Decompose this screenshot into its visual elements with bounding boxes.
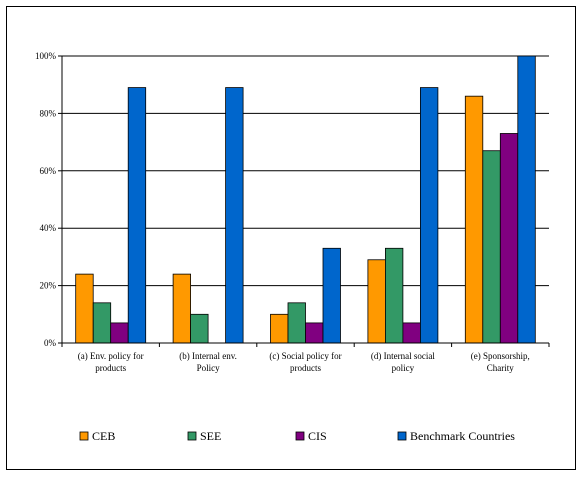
bar-cis — [499, 133, 519, 344]
legend-swatch — [397, 431, 407, 441]
bar-see — [482, 150, 501, 344]
bar-ceb — [172, 273, 192, 344]
x-category-label: (c) Social policy for — [269, 351, 341, 361]
y-tick-label: 0% — [44, 338, 57, 348]
x-category-label: Charity — [487, 363, 514, 373]
legend-label: SEE — [200, 429, 221, 443]
bar-cis — [402, 322, 421, 344]
bar-benchmark-countries — [517, 55, 536, 344]
y-tick-label: 20% — [40, 281, 57, 291]
x-category-label: (b) Internal env. — [179, 351, 237, 361]
bar-cis — [305, 322, 324, 344]
legend-label: Benchmark Countries — [410, 429, 515, 443]
bar-see — [287, 302, 306, 344]
bar-see — [190, 313, 209, 344]
x-category-label: products — [290, 363, 321, 373]
y-tick-label: 60% — [40, 166, 57, 176]
y-tick-label: 80% — [40, 108, 57, 118]
bar-ceb — [270, 313, 289, 344]
bar-ceb — [367, 259, 386, 344]
x-category-label: policy — [392, 363, 415, 373]
x-category-label: Policy — [197, 363, 221, 373]
x-category-label: (d) Internal social — [371, 351, 435, 361]
x-category-label: (e) Sponsorship, — [471, 351, 530, 361]
bar-benchmark-countries — [419, 87, 439, 344]
legend-swatch — [79, 431, 89, 441]
bar-benchmark-countries — [322, 247, 341, 344]
legend-label: CEB — [92, 429, 115, 443]
y-tick-label: 40% — [40, 223, 57, 233]
bar-see — [384, 247, 404, 344]
x-category-label: (a) Env. policy for — [78, 351, 144, 361]
legend-swatch — [187, 431, 197, 441]
bar-benchmark-countries — [127, 87, 147, 344]
bar-ceb — [464, 95, 484, 344]
bar-benchmark-countries — [225, 87, 244, 344]
legend-swatch — [295, 431, 305, 441]
legend-label: CIS — [308, 429, 327, 443]
x-category-label: products — [95, 363, 126, 373]
bar-ceb — [75, 273, 94, 344]
bar-cis — [110, 322, 129, 344]
y-tick-label: 100% — [35, 51, 57, 61]
bar-see — [92, 302, 112, 344]
